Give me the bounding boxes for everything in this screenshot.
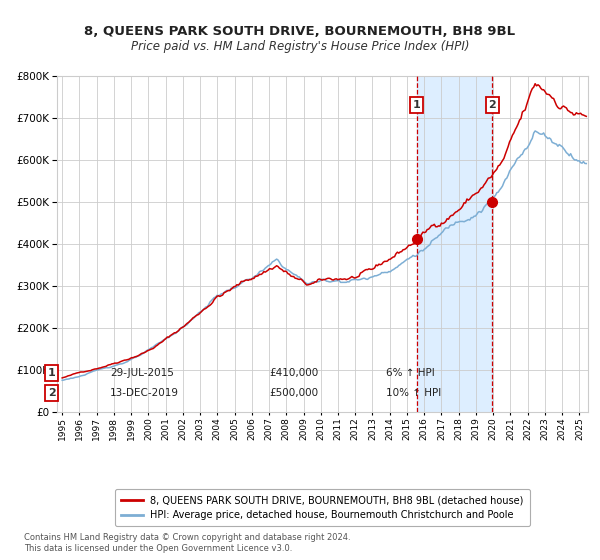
- Bar: [417, 76, 493, 412]
- Text: 2: 2: [488, 100, 496, 110]
- Text: 1: 1: [413, 100, 421, 110]
- Text: £410,000: £410,000: [269, 368, 319, 378]
- Text: 1: 1: [48, 368, 56, 378]
- Text: 6% ↑ HPI: 6% ↑ HPI: [386, 368, 435, 378]
- Text: Contains HM Land Registry data © Crown copyright and database right 2024.
This d: Contains HM Land Registry data © Crown c…: [24, 533, 350, 553]
- Text: 13-DEC-2019: 13-DEC-2019: [110, 388, 179, 398]
- Text: Price paid vs. HM Land Registry's House Price Index (HPI): Price paid vs. HM Land Registry's House …: [131, 40, 469, 53]
- Text: 8, QUEENS PARK SOUTH DRIVE, BOURNEMOUTH, BH8 9BL: 8, QUEENS PARK SOUTH DRIVE, BOURNEMOUTH,…: [85, 25, 515, 38]
- Text: 10% ↑ HPI: 10% ↑ HPI: [386, 388, 442, 398]
- Legend: 8, QUEENS PARK SOUTH DRIVE, BOURNEMOUTH, BH8 9BL (detached house), HPI: Average : 8, QUEENS PARK SOUTH DRIVE, BOURNEMOUTH,…: [115, 489, 530, 526]
- Text: 2: 2: [48, 388, 56, 398]
- Text: £500,000: £500,000: [269, 388, 319, 398]
- Text: 29-JUL-2015: 29-JUL-2015: [110, 368, 174, 378]
